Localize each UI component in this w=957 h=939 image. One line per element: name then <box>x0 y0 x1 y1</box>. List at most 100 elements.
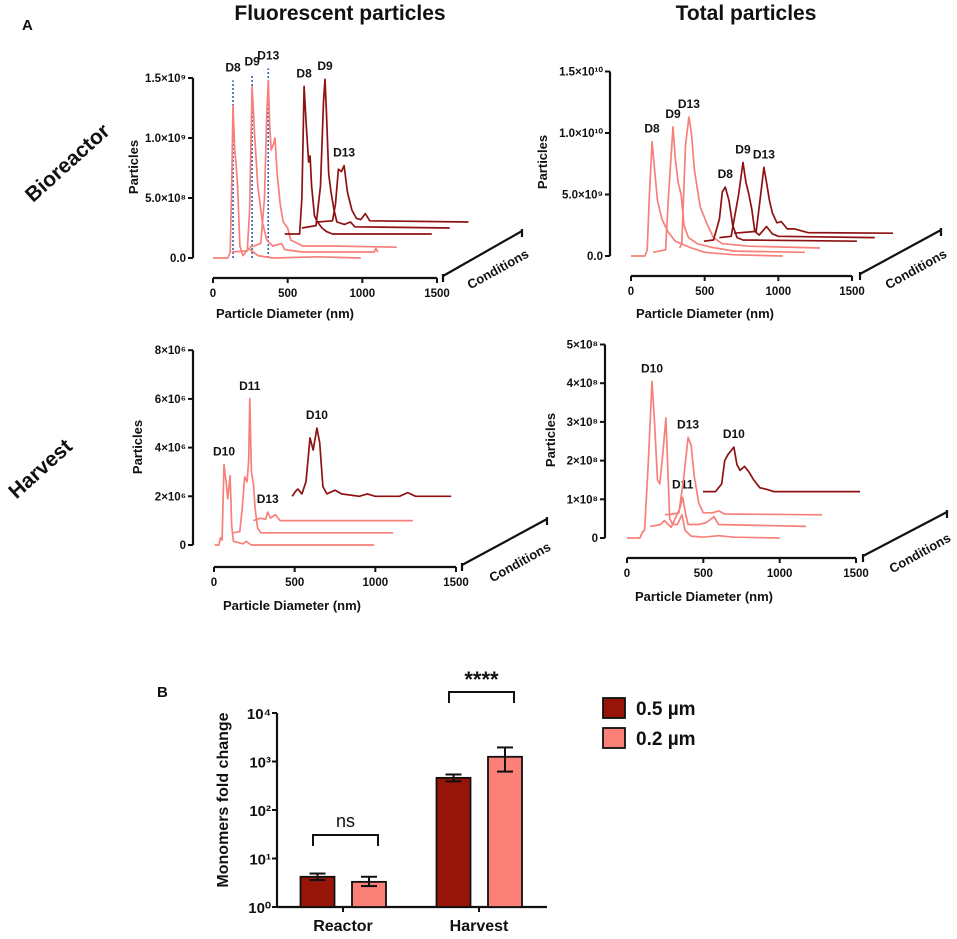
trace-d9 <box>301 78 450 229</box>
conditions-axis-label: Conditions <box>886 530 953 576</box>
trace-label-d10: D10 <box>213 445 235 459</box>
y-tick-label: 0.0 <box>170 253 186 265</box>
x-tick-label: 1500 <box>839 286 865 298</box>
y-tick-label: 1.5×10¹⁰ <box>559 66 603 79</box>
legend-label: 0.5 µm <box>636 699 696 720</box>
trace-label-d9: D9 <box>244 54 260 68</box>
trace-label-d10: D10 <box>306 408 328 422</box>
x-tick-label: 500 <box>278 288 297 300</box>
x-tick-label: 1500 <box>424 288 450 300</box>
y-tick-label: 0 <box>180 540 186 552</box>
y-axis-label: Particles <box>130 420 145 474</box>
x-tick-label: 1000 <box>363 577 389 589</box>
trace-d13 <box>678 116 821 249</box>
trace-label-d13: D13 <box>677 417 699 431</box>
error-bar <box>497 746 513 773</box>
trace-label-d10: D10 <box>723 427 745 441</box>
trace-label-d8: D8 <box>644 122 660 136</box>
trace-d13 <box>317 164 469 223</box>
trace-label-d9: D9 <box>665 107 681 121</box>
y-tick-label: 1.5×10⁹ <box>145 73 186 85</box>
y-tick-label: 4×10⁸ <box>567 378 598 390</box>
row-label-harvest: Harvest <box>4 435 77 504</box>
y-tick-label: 5.0×10⁸ <box>145 193 186 205</box>
row-label-bioreactor: Bioreactor <box>21 119 114 206</box>
y-tick-label: 5.0×10⁹ <box>562 190 603 202</box>
y-tick-label: 10³ <box>249 755 271 772</box>
trace-label-d9: D9 <box>735 143 751 157</box>
y-tick-label: 3×10⁸ <box>567 417 598 429</box>
x-tick-label: 500 <box>695 286 714 298</box>
trace-d10 <box>627 380 780 539</box>
x-tick-label: 1500 <box>843 568 869 580</box>
column-title-fluorescent: Fluorescent particles <box>234 2 445 25</box>
x-tick-label: 0 <box>624 568 630 580</box>
trace-d13 <box>664 436 823 516</box>
conditions-axis-line <box>461 518 548 566</box>
y-axis-label: Particles <box>126 140 141 194</box>
x-tick-label: 0 <box>210 288 216 300</box>
panel-a-label: A <box>22 17 33 34</box>
trace-label-d13: D13 <box>257 48 279 62</box>
bar-harvest-1 <box>487 755 523 908</box>
panel-b-label: B <box>157 684 168 701</box>
bar-chart: 10⁰ 10¹ 10² 10³ 10⁴ Monomers fold change React… <box>215 667 696 935</box>
conditions-axis-label: Conditions <box>464 246 531 292</box>
column-title-total: Total particles <box>676 2 817 25</box>
y-tick-label: 1.0×10¹⁰ <box>559 127 603 140</box>
trace-label-d11: D11 <box>239 379 261 393</box>
ridge-panel-1: 0.0 5.0×10⁹ 1.0×10¹⁰ 1.5×10¹⁰ 0 500 1000 1500 Co… <box>535 66 949 322</box>
x-axis-label: Particle Diameter (nm) <box>216 306 354 321</box>
trace-d8 <box>284 85 432 235</box>
ridge-panel-3: 0 1×10⁸ 2×10⁸ 3×10⁸ 4×10⁸ 5×10⁸ 0 500 1000 1500 Co… <box>543 340 953 605</box>
y-axis-label: Particles <box>543 413 558 467</box>
y-tick-label: 6×10⁶ <box>155 394 186 406</box>
trace-label-d8: D8 <box>225 60 241 74</box>
trace-d13 <box>734 166 894 235</box>
trace-d11 <box>649 496 807 529</box>
trace-label-d13: D13 <box>678 97 700 111</box>
y-tick-label: 2×10⁸ <box>567 456 598 468</box>
trace-d8 <box>703 186 857 243</box>
ridge-plots: 0.0 5.0×10⁸ 1.0×10⁹ 1.5×10⁹ 0 500 1000 1500 Cond… <box>126 48 953 613</box>
trace-label-d13: D13 <box>333 146 355 160</box>
trace-label-d9: D9 <box>317 59 333 73</box>
y-tick-label: 5×10⁸ <box>567 340 598 352</box>
x-tick-label: 0 <box>211 577 217 589</box>
y-tick-label: 1×10⁸ <box>567 494 598 506</box>
trace-d10 <box>214 463 375 546</box>
trace-d13 <box>249 79 397 249</box>
x-axis-label: Particle Diameter (nm) <box>636 306 774 321</box>
trace-d8 <box>213 104 361 259</box>
conditions-axis-line <box>862 511 948 557</box>
y-tick-label: 10¹ <box>249 852 271 869</box>
bar-reactor-0 <box>299 875 336 908</box>
legend-label: 0.2 µm <box>636 729 696 750</box>
conditions-axis-line <box>859 229 942 275</box>
trace-label-d13: D13 <box>257 492 279 506</box>
y-tick-label: 10⁴ <box>247 706 271 723</box>
trace-label-d8: D8 <box>718 167 734 181</box>
trace-label-d13: D13 <box>753 147 775 161</box>
x-tick-label: 1000 <box>350 288 376 300</box>
y-tick-label: 10² <box>249 803 271 820</box>
x-tick-label: 1000 <box>766 286 792 298</box>
x-axis-label: Particle Diameter (nm) <box>223 598 361 613</box>
trace-label-d10: D10 <box>641 361 663 375</box>
error-bar <box>309 872 326 882</box>
legend: 0.5 µm 0.2 µm <box>602 697 696 750</box>
x-tick-label: 1500 <box>443 577 469 589</box>
y-tick-label: 10⁰ <box>248 900 271 917</box>
significance-label: ns <box>336 811 355 831</box>
y-tick-label: 0 <box>592 533 598 545</box>
ridge-panel-0: 0.0 5.0×10⁸ 1.0×10⁹ 1.5×10⁹ 0 500 1000 1500 Cond… <box>126 48 531 321</box>
y-axis-label: Monomers fold change <box>215 712 232 887</box>
category-label: Reactor <box>313 918 373 935</box>
trace-d13 <box>252 511 413 522</box>
y-tick-label: 8×10⁶ <box>155 345 186 357</box>
significance-bracket <box>312 834 379 846</box>
trace-d10 <box>291 427 452 498</box>
x-tick-label: 500 <box>285 577 304 589</box>
